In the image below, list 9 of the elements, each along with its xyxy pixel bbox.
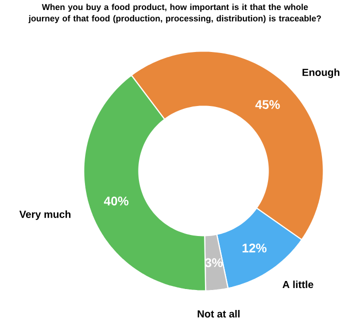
data-label: 45%: [255, 100, 280, 109]
slice-label: Very much: [19, 210, 70, 220]
chart-title: When you buy a food product, how important is it that the whole journey of that food (production, processing, distribution) is traceable?: [28, 4, 321, 23]
data-label: 12%: [242, 243, 267, 252]
slice-label: Not at all: [198, 310, 240, 318]
slice-label: A little: [282, 280, 314, 288]
data-label: 3%: [205, 258, 223, 267]
data-label: 40%: [104, 196, 128, 206]
slice-label: Enough: [302, 68, 340, 78]
